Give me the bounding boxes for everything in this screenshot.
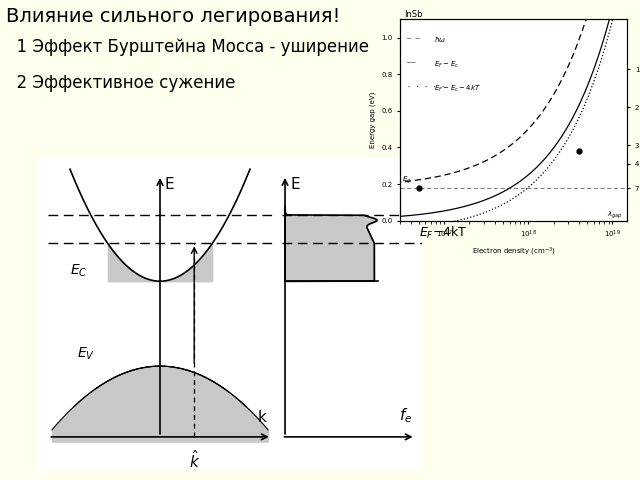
Text: $E_V$: $E_V$ bbox=[77, 346, 95, 362]
Text: 2 Эффективное сужение: 2 Эффективное сужение bbox=[6, 74, 236, 93]
Text: $E_C$: $E_C$ bbox=[70, 263, 88, 279]
Text: $\lambda_{gap}$: $\lambda_{gap}$ bbox=[607, 210, 622, 221]
Text: — —: — — bbox=[407, 36, 424, 41]
Text: E: E bbox=[291, 178, 300, 192]
Text: Влияние сильного легирования!: Влияние сильного легирования! bbox=[6, 7, 340, 26]
Text: E: E bbox=[164, 178, 174, 192]
X-axis label: Electron density (cm$^{-3}$): Electron density (cm$^{-3}$) bbox=[472, 245, 556, 258]
Text: $E_F -E_c$: $E_F -E_c$ bbox=[434, 60, 459, 70]
Text: $E_F$$-$4kT: $E_F$$-$4kT bbox=[419, 225, 468, 241]
Text: $\hbar\omega$: $\hbar\omega$ bbox=[434, 36, 447, 44]
Text: $E_F -E_c-4kT$: $E_F -E_c-4kT$ bbox=[434, 84, 481, 94]
Text: $E_F$: $E_F$ bbox=[419, 195, 435, 211]
Text: $\hat{k}$: $\hat{k}$ bbox=[189, 449, 200, 470]
Text: 1 Эффект Бурштейна Мосса - уширение: 1 Эффект Бурштейна Мосса - уширение bbox=[6, 38, 369, 56]
Text: · · · · ·: · · · · · bbox=[407, 84, 445, 90]
Text: $f_e$: $f_e$ bbox=[399, 407, 412, 425]
Text: ——: —— bbox=[407, 60, 415, 65]
Text: InSb: InSb bbox=[404, 10, 423, 19]
Text: $E_g$: $E_g$ bbox=[403, 174, 412, 186]
Text: k: k bbox=[257, 410, 266, 425]
Y-axis label: Energy gap (eV): Energy gap (eV) bbox=[369, 92, 376, 148]
